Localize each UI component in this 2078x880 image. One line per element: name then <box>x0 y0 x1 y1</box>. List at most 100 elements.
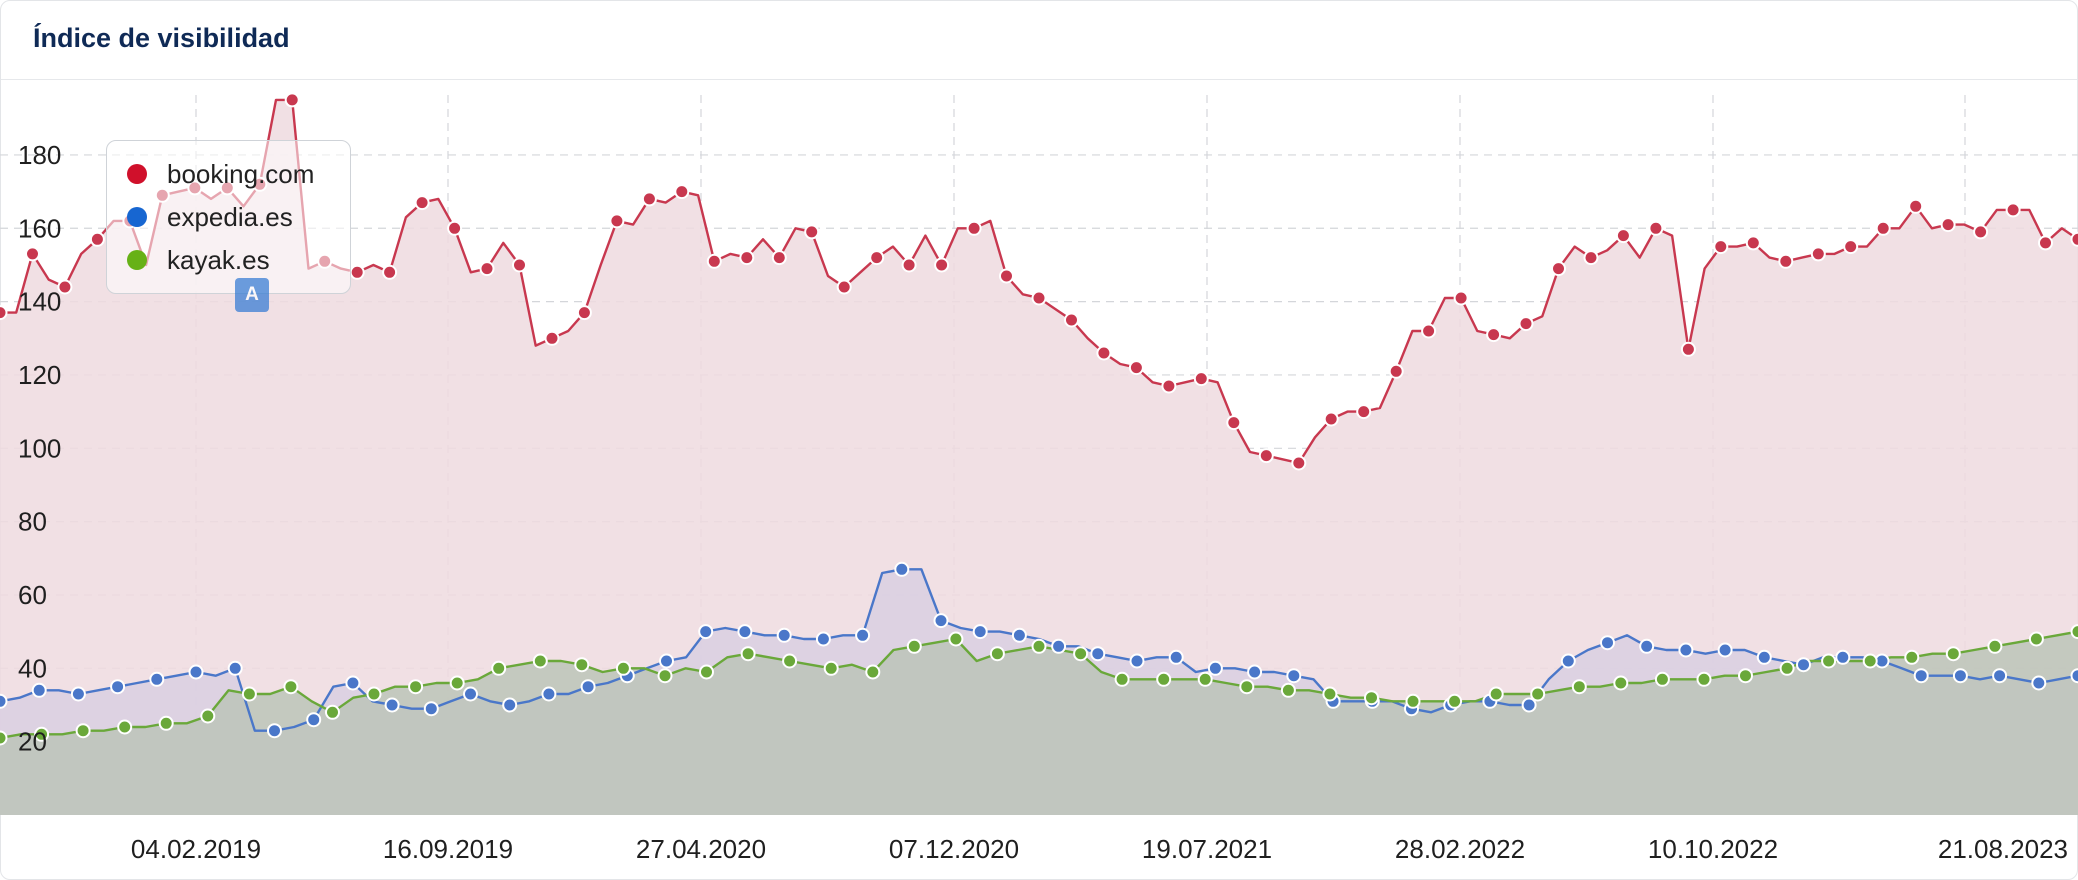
kayak-point <box>117 719 133 735</box>
expedia-point <box>110 679 126 695</box>
booking-point <box>1940 217 1956 233</box>
booking-point <box>674 184 690 200</box>
booking-area <box>0 99 2078 815</box>
kayak-point <box>1031 638 1047 654</box>
booking-point <box>2005 202 2021 218</box>
expedia-point <box>1051 638 1067 654</box>
booking-point <box>544 330 560 346</box>
booking-point <box>57 279 73 295</box>
booking-point <box>382 264 398 280</box>
booking-point <box>1388 363 1404 379</box>
expedia-point <box>384 697 400 713</box>
expedia-point <box>1835 649 1851 665</box>
expedia-point <box>1913 668 1929 684</box>
legend-dot-booking <box>127 164 147 184</box>
kayak-point <box>0 730 8 746</box>
booking-point <box>1421 323 1437 339</box>
kayak-point <box>1904 649 1920 665</box>
x-tick-label: 27.04.2020 <box>636 834 766 864</box>
expedia-point <box>502 697 518 713</box>
kayak-point <box>657 668 673 684</box>
expedia-point <box>1168 649 1184 665</box>
y-tick-label: 20 <box>18 727 47 757</box>
kayak-point <box>1364 690 1379 706</box>
x-tick-label: 21.08.2023 <box>1938 834 2068 864</box>
y-tick-label: 80 <box>18 507 47 537</box>
booking-point <box>479 261 495 277</box>
kayak-point <box>1945 646 1961 662</box>
expedia-point <box>1796 657 1811 673</box>
kayak-point <box>2070 624 2078 640</box>
legend-label-kayak: kayak.es <box>167 244 270 275</box>
legend-label-expedia: expedia.es <box>167 201 293 232</box>
chart-title: Índice de visibilidad <box>33 23 290 53</box>
legend-item-booking[interactable]: booking.com <box>127 154 314 194</box>
expedia-point <box>1639 638 1655 654</box>
expedia-point <box>815 631 831 647</box>
booking-point <box>1973 224 1989 240</box>
expedia-point <box>1286 668 1302 684</box>
booking-point <box>1226 415 1242 431</box>
booking-point <box>1128 360 1144 376</box>
booking-point <box>25 246 40 262</box>
x-tick-label: 16.09.2019 <box>383 834 513 864</box>
booking-point <box>771 250 787 266</box>
expedia-point <box>541 686 557 702</box>
annotation-marker[interactable]: A <box>235 278 269 312</box>
booking-point <box>1778 253 1794 269</box>
expedia-point <box>1756 649 1772 665</box>
booking-point <box>739 250 755 266</box>
booking-point <box>447 220 463 236</box>
kayak-point <box>1987 638 2003 654</box>
legend-item-kayak[interactable]: kayak.es <box>127 240 270 280</box>
expedia-point <box>188 664 204 680</box>
expedia-point <box>1207 660 1223 676</box>
booking-point <box>512 257 527 273</box>
booking-point <box>1323 411 1339 427</box>
booking-point <box>869 250 885 266</box>
kayak-point <box>1156 671 1172 687</box>
kayak-point <box>408 679 424 695</box>
expedia-point <box>1952 668 1968 684</box>
kayak-point <box>1821 653 1837 669</box>
expedia-point <box>463 686 478 702</box>
booking-point <box>1453 290 1469 306</box>
booking-point <box>349 264 365 280</box>
booking-point <box>641 191 657 207</box>
card-header: Índice de visibilidad <box>1 1 2077 80</box>
booking-point <box>0 305 8 321</box>
booking-point <box>804 224 820 240</box>
expedia-point <box>0 693 8 709</box>
booking-point <box>609 213 625 229</box>
expedia-point <box>1129 653 1145 669</box>
x-tick-label: 28.02.2022 <box>1395 834 1525 864</box>
expedia-point <box>149 671 165 687</box>
kayak-point <box>1197 671 1213 687</box>
booking-point <box>576 305 592 321</box>
booking-point <box>1583 250 1599 266</box>
booking-point <box>1713 239 1729 255</box>
expedia-point <box>1717 642 1733 658</box>
booking-point <box>1064 312 1079 328</box>
y-tick-label: 160 <box>18 213 61 243</box>
booking-point <box>1875 220 1891 236</box>
expedia-point <box>227 660 243 676</box>
expedia-point <box>1560 653 1576 669</box>
booking-point <box>2038 235 2053 251</box>
kayak-point <box>782 653 798 669</box>
booking-point <box>1291 455 1307 471</box>
booking-point <box>706 253 722 269</box>
expedia-point <box>855 627 871 643</box>
kayak-point <box>1613 675 1629 691</box>
booking-point <box>1680 341 1696 357</box>
kayak-point <box>532 653 548 669</box>
kayak-point <box>1405 693 1421 709</box>
booking-point <box>1518 316 1534 332</box>
booking-point <box>1356 404 1372 420</box>
expedia-point <box>737 624 753 640</box>
legend-label-booking: booking.com <box>167 158 315 189</box>
booking-point <box>934 257 950 273</box>
expedia-point <box>345 675 361 691</box>
legend-item-expedia[interactable]: expedia.es <box>127 197 293 237</box>
expedia-point <box>70 686 86 702</box>
